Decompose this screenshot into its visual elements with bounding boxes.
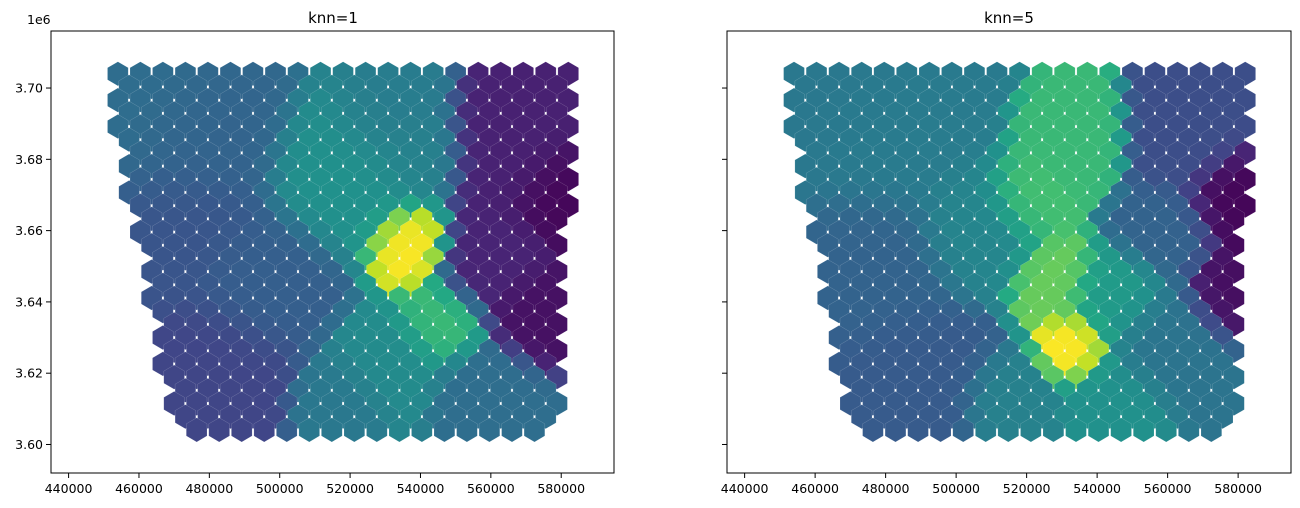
y-offset-label: 1e6 xyxy=(27,12,51,27)
hex-cell xyxy=(388,417,410,443)
x-tick-label: 480000 xyxy=(185,481,233,496)
axes-frame xyxy=(50,30,615,474)
hex-cell xyxy=(478,417,501,443)
hex-cell xyxy=(523,417,546,443)
x-tick-label: 560000 xyxy=(467,481,515,496)
hex-cell xyxy=(231,417,253,443)
hex-cell xyxy=(321,417,343,443)
x-tick-label: 460000 xyxy=(791,481,839,496)
hex-cell xyxy=(456,417,478,443)
panel-title: knn=1 xyxy=(308,9,358,27)
axis-ticks: 440000 460000 480000 500000 520000 540000 5600… xyxy=(721,87,1262,496)
hex-cell xyxy=(862,417,884,443)
x-tick-label: 480000 xyxy=(862,481,910,496)
hex-cell xyxy=(1110,417,1132,443)
hex-cell xyxy=(343,417,365,443)
x-tick-label: 440000 xyxy=(45,481,93,496)
hex-layer xyxy=(783,61,1256,443)
hex-cell xyxy=(1133,417,1155,443)
x-tick-label: 560000 xyxy=(1144,481,1192,496)
hex-cell xyxy=(884,417,907,443)
y-tick-label: 3.66 xyxy=(15,223,43,238)
hex-cell xyxy=(1178,417,1200,443)
hex-cell xyxy=(1087,417,1110,443)
panel-knn-5: knn=5 440000 460000 480000 500000 520000 5400… xyxy=(721,9,1292,496)
y-tick-label: 3.64 xyxy=(15,294,43,309)
y-tick-label: 3.62 xyxy=(15,366,43,381)
axes-frame xyxy=(726,30,1292,474)
panel-knn-1: knn=1 1e6 440000 460000 480000 500000 520000… xyxy=(15,9,615,496)
hex-cell xyxy=(253,417,275,443)
x-tick-label: 580000 xyxy=(1214,481,1262,496)
hex-cell xyxy=(411,417,433,443)
hex-cell xyxy=(366,417,388,443)
hex-cell xyxy=(276,417,298,443)
hex-cell xyxy=(1065,417,1087,443)
x-tick-label: 500000 xyxy=(932,481,980,496)
y-tick-label: 3.68 xyxy=(15,152,43,167)
x-tick-label: 440000 xyxy=(721,481,769,496)
hex-cell xyxy=(929,417,952,443)
x-tick-label: 540000 xyxy=(397,481,445,496)
hex-cell xyxy=(186,417,208,443)
panel-title: knn=5 xyxy=(984,9,1034,27)
hex-cell xyxy=(975,417,997,443)
hex-cell xyxy=(433,417,456,443)
x-tick-label: 520000 xyxy=(326,481,374,496)
hex-cell xyxy=(1200,417,1222,443)
x-tick-label: 520000 xyxy=(1003,481,1051,496)
x-tick-label: 580000 xyxy=(537,481,585,496)
hex-cell xyxy=(298,417,320,443)
hex-cell xyxy=(208,417,230,443)
hex-cell xyxy=(1020,417,1042,443)
x-tick-label: 540000 xyxy=(1073,481,1121,496)
hex-cell xyxy=(1155,417,1177,443)
x-tick-label: 500000 xyxy=(256,481,304,496)
x-tick-label: 460000 xyxy=(115,481,163,496)
axis-ticks: 440000 460000 480000 500000 520000 540000 5600… xyxy=(15,81,585,496)
hex-cell xyxy=(997,417,1019,443)
y-tick-label: 3.60 xyxy=(15,437,43,452)
hex-cell xyxy=(952,417,974,443)
hex-cell xyxy=(501,417,523,443)
y-tick-label: 3.70 xyxy=(15,81,43,96)
hex-cell xyxy=(1042,417,1065,443)
hex-layer xyxy=(107,61,579,443)
hex-cell xyxy=(907,417,929,443)
